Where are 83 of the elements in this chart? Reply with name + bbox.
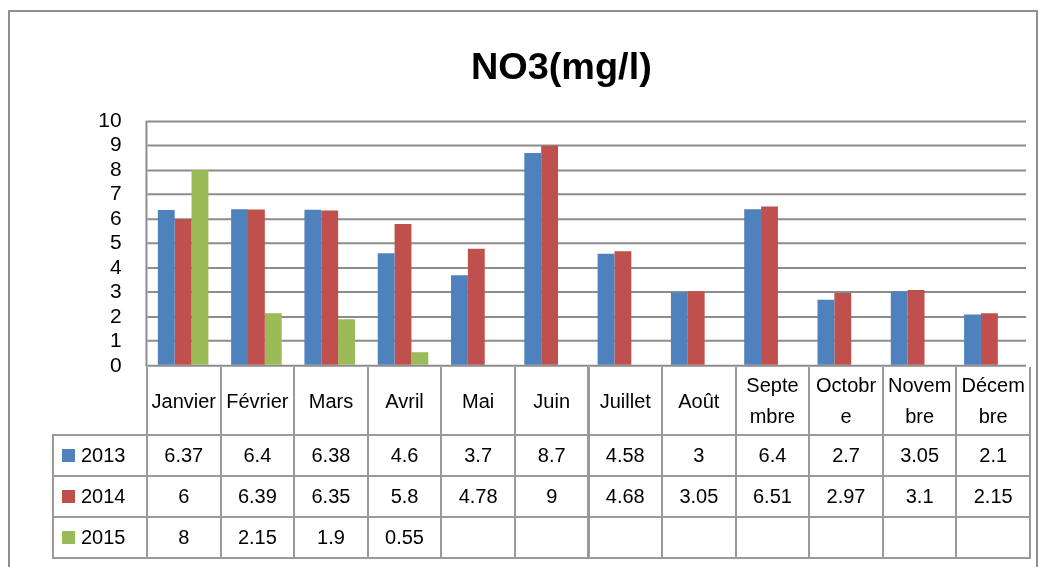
bar: [980, 313, 998, 365]
data-label: 6.51: [734, 475, 811, 518]
x-tick-label: Mars: [293, 367, 369, 435]
data-label: 2.7: [808, 434, 884, 477]
bar: [541, 145, 559, 365]
data-label: 4.78: [440, 475, 516, 518]
data-label: 6.39: [219, 475, 296, 518]
bar: [524, 153, 542, 365]
data-label: 1.9: [293, 516, 369, 559]
x-tick-label: Août: [661, 367, 737, 435]
data-label: 5.8: [366, 475, 443, 518]
data-label: 4.6: [366, 434, 443, 477]
x-tick-label: Janvier: [146, 367, 222, 435]
y-tick-label: 2: [109, 303, 122, 327]
bar: [264, 313, 282, 365]
y-tick-label: 10: [98, 107, 122, 131]
bar: [231, 209, 248, 365]
bar: [670, 292, 688, 365]
data-label: 4.68: [587, 475, 664, 518]
x-tick-label: Septembre: [734, 367, 811, 435]
y-tick-label: 8: [109, 156, 122, 180]
bar: [614, 251, 632, 365]
data-label: 6.4: [734, 434, 811, 477]
legend-label: 2014: [81, 485, 126, 508]
data-label: 2.15: [955, 475, 1031, 518]
data-label: 6.37: [146, 434, 222, 477]
legend-label: 2015: [81, 526, 126, 549]
data-label: 6: [146, 475, 222, 518]
data-label: 3.05: [881, 434, 958, 477]
bar: [191, 170, 209, 365]
data-label: 2.97: [808, 475, 884, 518]
x-tick-label: Avril: [366, 367, 443, 435]
bar: [304, 209, 322, 365]
y-tick-label: 0: [109, 352, 122, 376]
bar: [761, 206, 778, 365]
legend-label: 2013: [81, 444, 126, 467]
bar: [377, 253, 395, 365]
data-label: 3: [661, 434, 737, 477]
bar: [744, 209, 762, 365]
data-label: 3.1: [881, 475, 958, 518]
bar: [817, 299, 835, 365]
bar: [174, 219, 192, 365]
data-label: 3.7: [440, 434, 516, 477]
data-label: 6.38: [293, 434, 369, 477]
bar: [834, 293, 852, 365]
bar: [907, 289, 925, 365]
x-tick-label: Juin: [513, 367, 590, 435]
x-tick-label: Mai: [440, 367, 516, 435]
data-label: 0.55: [366, 516, 443, 559]
y-tick-label: 1: [109, 328, 122, 352]
data-label: 4.58: [587, 434, 664, 477]
bar: [467, 248, 485, 365]
data-label: 2.15: [219, 516, 296, 559]
data-label: 6.4: [219, 434, 296, 477]
chart-title: NO3(mg/l): [470, 45, 652, 88]
data-label: 6.35: [293, 475, 369, 518]
y-tick-label: 3: [109, 279, 122, 303]
y-tick-label: 4: [109, 254, 122, 278]
bar: [687, 291, 705, 365]
y-tick-label: 6: [109, 205, 122, 229]
bar: [247, 209, 265, 365]
bar: [411, 352, 429, 365]
data-label: 8.7: [513, 434, 590, 477]
x-tick-label: Décembre: [955, 367, 1031, 435]
bar: [451, 275, 468, 365]
y-tick-label: 5: [109, 230, 122, 254]
y-tick-label: 7: [109, 181, 122, 205]
data-label: 2.1: [955, 434, 1031, 477]
x-tick-label: Novembre: [881, 367, 958, 435]
x-tick-label: Octobre: [808, 367, 884, 435]
bar: [157, 209, 175, 365]
data-label: 3.05: [661, 475, 737, 518]
data-label: 8: [146, 516, 222, 559]
bar: [338, 319, 355, 365]
x-tick-label: Juillet: [587, 367, 664, 435]
bar: [964, 314, 981, 365]
bar: [321, 210, 339, 365]
bar: [394, 223, 412, 365]
data-label: 9: [513, 475, 590, 518]
y-tick-label: 9: [109, 132, 122, 156]
x-tick-label: Février: [219, 367, 296, 435]
bar: [890, 291, 908, 365]
bar: [597, 253, 615, 365]
